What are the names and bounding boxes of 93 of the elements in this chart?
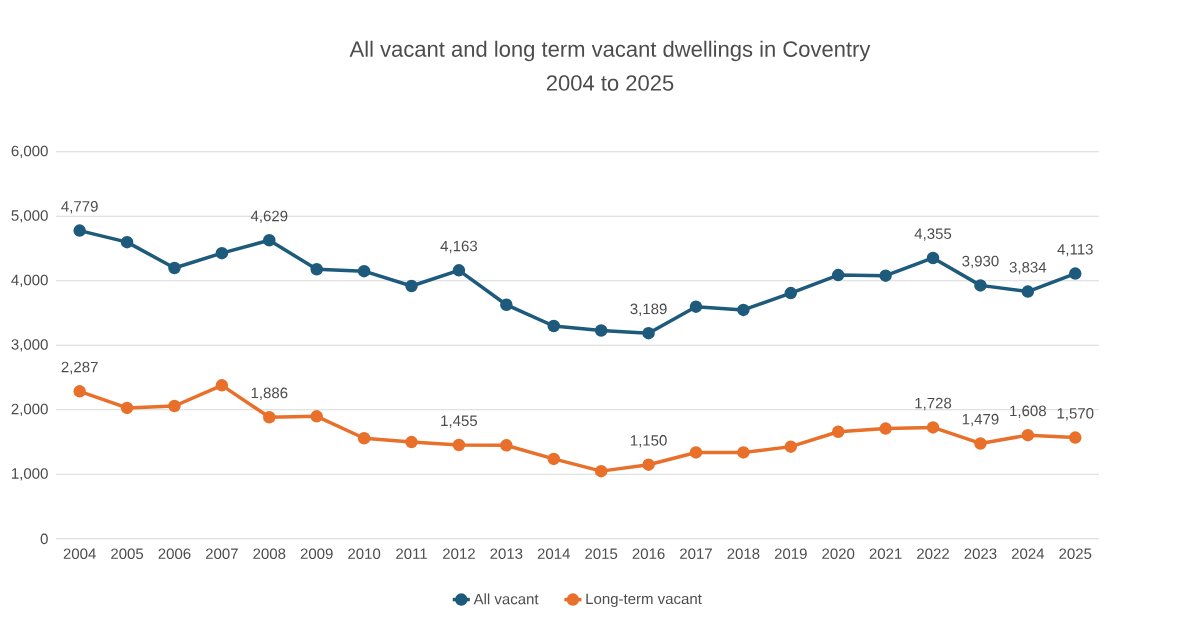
chart-subtitle: 2004 to 2025 (546, 75, 674, 91)
point (215, 379, 229, 392)
x-tick-label: 2010 (348, 548, 381, 560)
data-label: 2,287 (61, 361, 98, 375)
x-tick-label: 2006 (158, 548, 191, 560)
y-tick-label: 2,000 (11, 403, 48, 417)
data-label: 4,163 (440, 240, 478, 254)
point (263, 410, 276, 424)
point (784, 286, 798, 300)
point (120, 235, 134, 249)
point (831, 425, 845, 439)
point (357, 264, 371, 278)
point (547, 319, 560, 333)
point (500, 439, 513, 452)
x-tick-label: 2015 (585, 548, 618, 560)
x-tick-label: 2007 (205, 548, 238, 560)
x-tick-label: 2018 (727, 548, 760, 560)
x-tick-label: 2023 (964, 548, 997, 560)
point (737, 303, 750, 317)
point (547, 452, 560, 466)
point (215, 246, 229, 260)
x-tick-label: 2024 (1011, 548, 1045, 560)
chart-title: All vacant and long term vacant dwellings in Coventry (349, 40, 871, 62)
x-tick-label: 2014 (537, 548, 570, 560)
point (594, 464, 608, 478)
point (73, 224, 86, 237)
data-label: 1,455 (441, 415, 478, 428)
data-label: 4,779 (61, 201, 98, 214)
x-tick-label: 2013 (490, 548, 523, 560)
point (452, 438, 466, 452)
x-tick-label: 2019 (774, 548, 807, 560)
y-tick-label: 4,000 (11, 274, 48, 288)
point (831, 268, 845, 282)
x-tick-label: 2022 (917, 548, 949, 560)
point (784, 440, 798, 453)
point (737, 446, 750, 459)
point (405, 435, 418, 449)
point (405, 279, 418, 293)
point (879, 422, 892, 435)
data-label: 1,479 (962, 413, 999, 427)
data-label: 3,834 (1009, 261, 1047, 275)
point (642, 326, 655, 340)
data-label: 1,728 (915, 397, 952, 411)
point (926, 251, 940, 265)
legend-label: Long-term vacant (586, 593, 702, 608)
point (310, 410, 323, 423)
point (594, 324, 608, 337)
point (1069, 431, 1082, 444)
x-tick-label: 2025 (1059, 548, 1092, 560)
data-label: 3,189 (630, 303, 667, 316)
data-label: 1,886 (251, 387, 288, 401)
x-tick-label: 2011 (396, 548, 427, 560)
data-label: 1,608 (1010, 405, 1046, 418)
y-tick-label: 3,000 (11, 339, 48, 352)
point (689, 446, 703, 459)
data-label: 4,113 (1057, 243, 1093, 257)
x-tick-label: 2016 (632, 548, 665, 560)
point (263, 234, 276, 247)
x-tick-label: 2012 (442, 548, 475, 560)
data-label: 4,355 (914, 228, 952, 241)
y-tick-label: 6,000 (11, 145, 48, 159)
y-tick-label: 0 (40, 533, 48, 545)
x-tick-label: 2020 (822, 548, 855, 560)
point (974, 437, 987, 450)
y-tick-label: 1,000 (12, 468, 48, 481)
point (1021, 428, 1035, 442)
data-label: 1,150 (630, 435, 667, 448)
point (168, 261, 181, 275)
point (73, 385, 86, 398)
point (500, 298, 513, 311)
point (974, 279, 987, 292)
x-tick-label: 2021 (869, 548, 902, 560)
point (168, 399, 181, 413)
point (357, 431, 371, 445)
x-tick-label: 2017 (680, 548, 712, 560)
point (452, 264, 466, 277)
point (642, 458, 655, 471)
point (310, 263, 323, 276)
x-tick-label: 2004 (63, 548, 96, 560)
point (689, 300, 703, 313)
y-tick-label: 5,000 (11, 210, 48, 223)
point (120, 401, 134, 415)
data-label: 1,570 (1057, 408, 1094, 421)
x-tick-label: 2009 (300, 548, 333, 560)
point (926, 421, 940, 434)
x-tick-label: 2005 (111, 548, 144, 560)
point (879, 269, 892, 282)
data-label: 3,930 (962, 255, 999, 269)
point (1069, 267, 1082, 280)
x-tick-label: 2008 (253, 548, 286, 560)
data-label: 4,629 (250, 210, 288, 224)
legend-label: All vacant (473, 593, 539, 605)
point (1021, 285, 1035, 298)
